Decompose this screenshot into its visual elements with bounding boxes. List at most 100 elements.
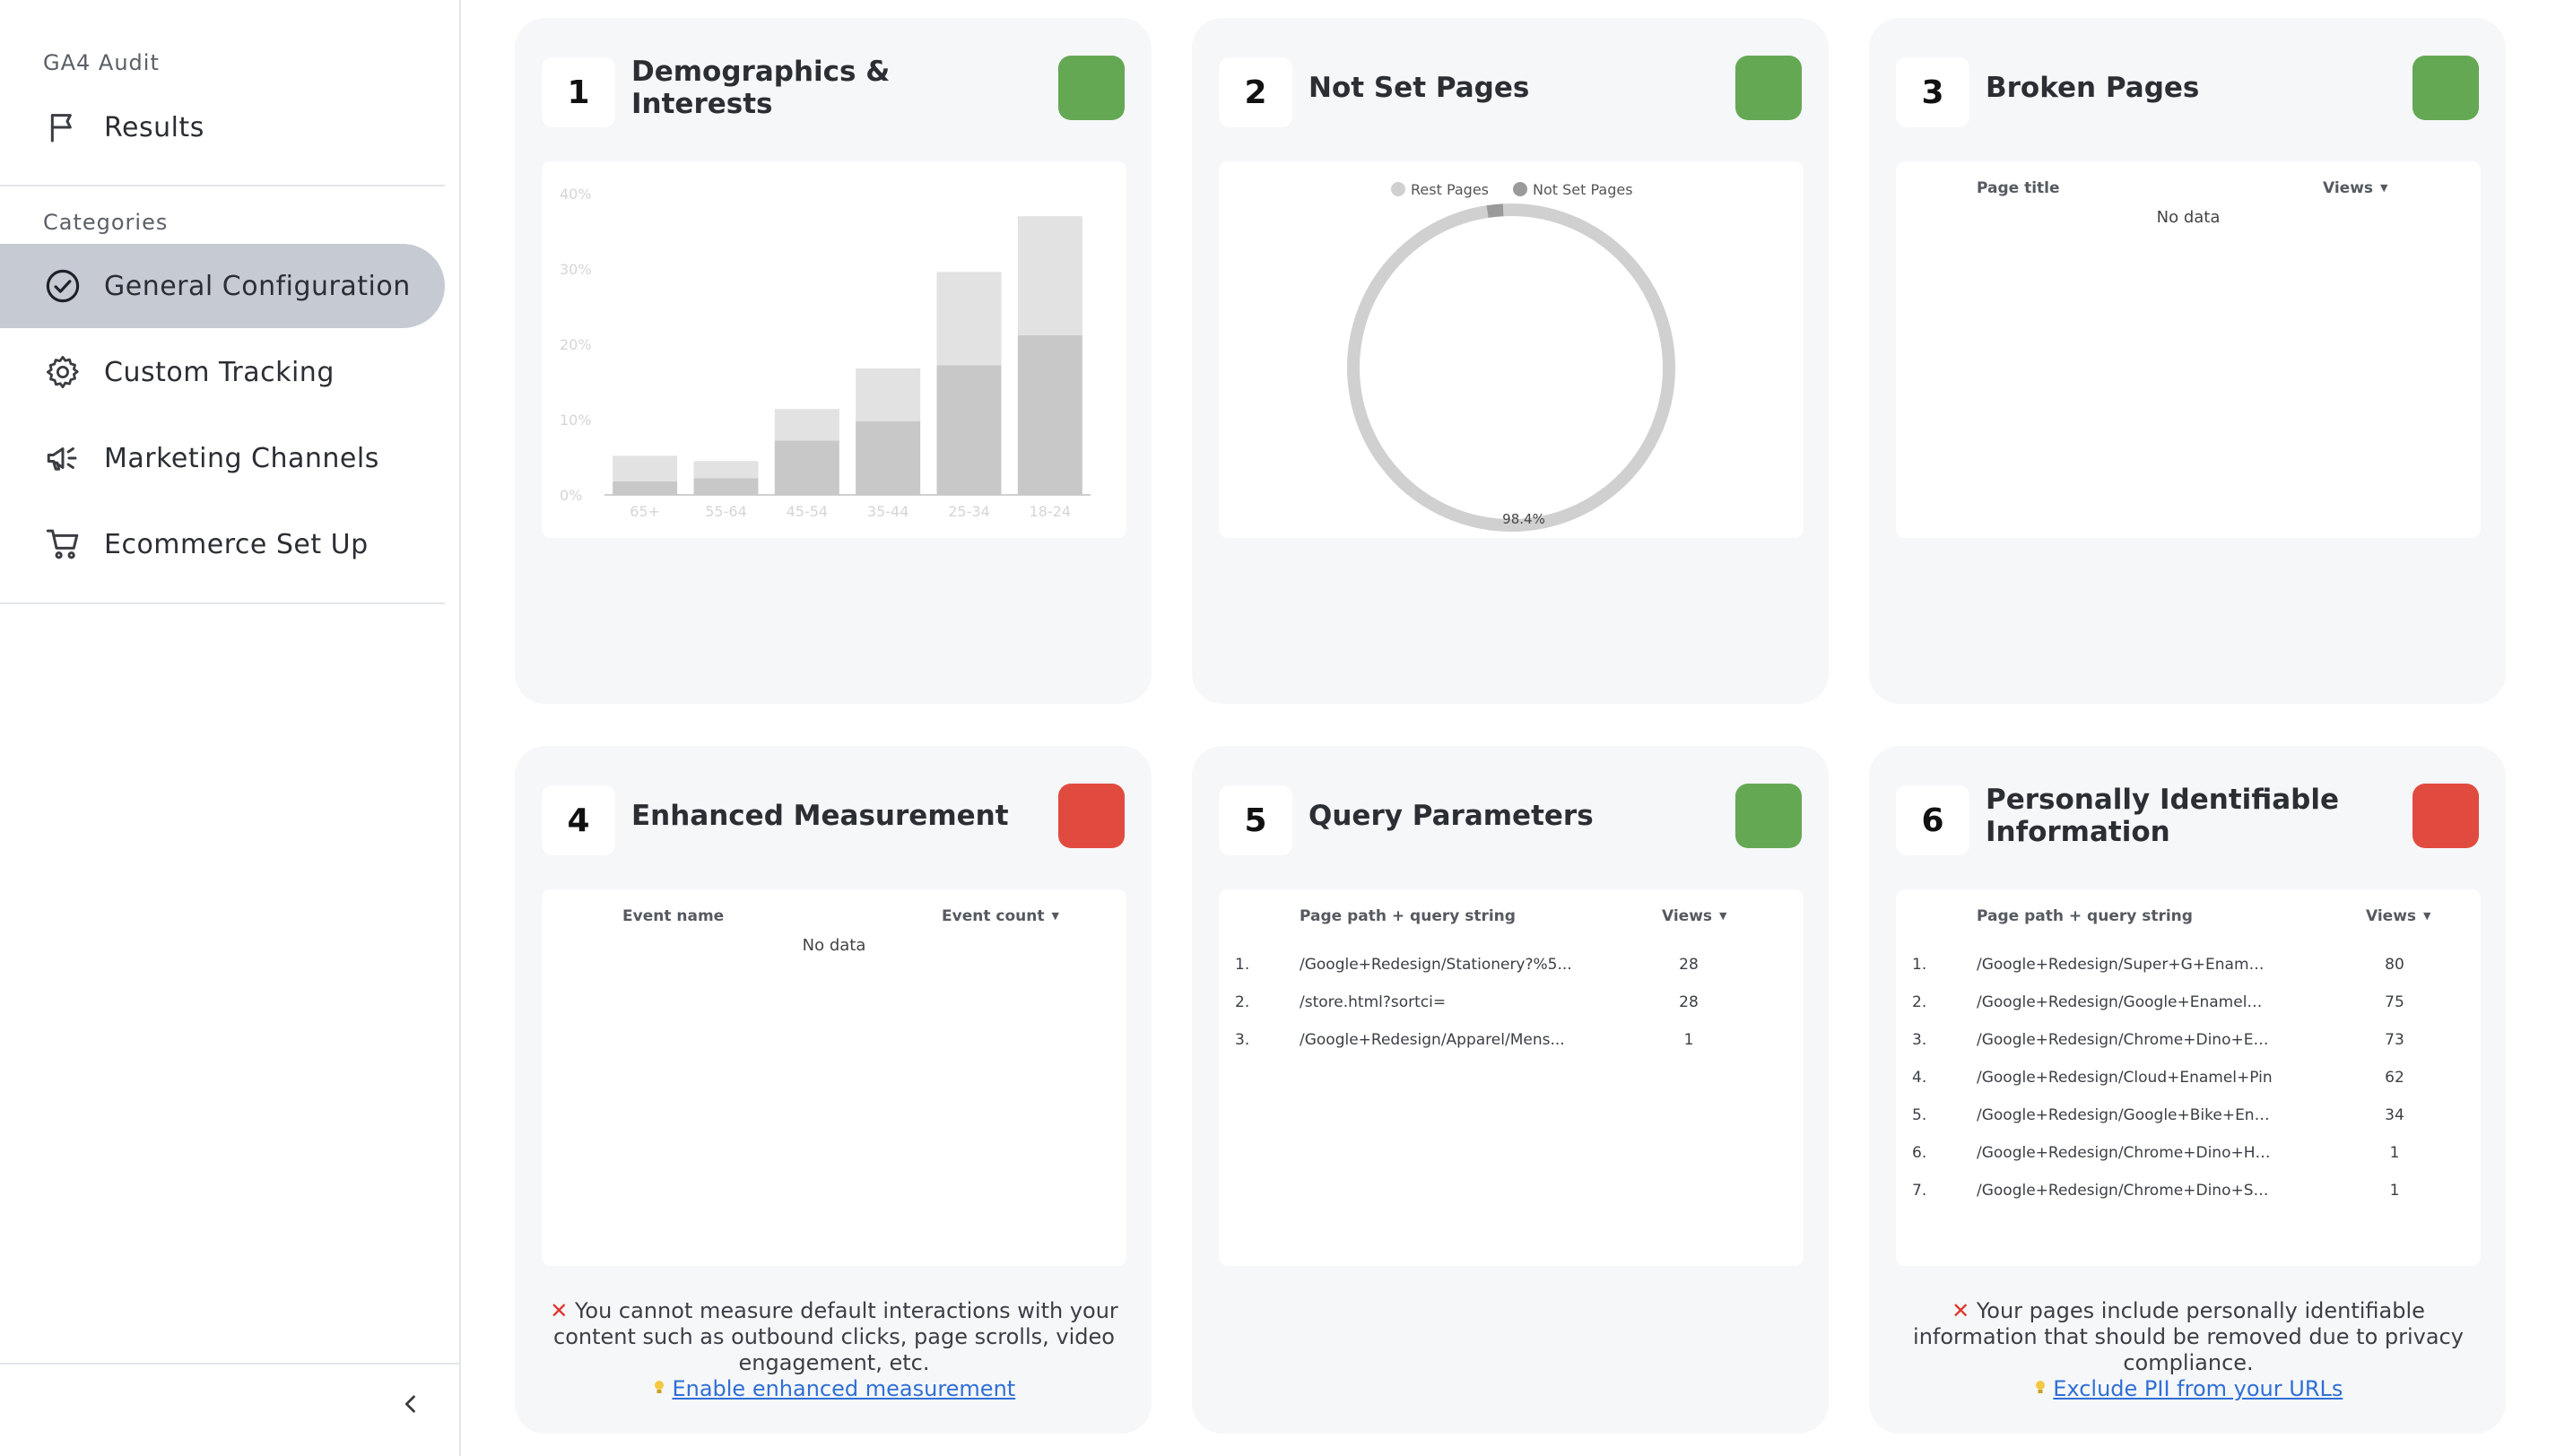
table-row[interactable]: 3. /Google+Redesign/Apparel/Mens... 1 (1219, 1020, 1804, 1058)
table-row[interactable]: 1. /Google+Redesign/Stationery?%5... 28 (1219, 945, 1804, 983)
sort-caret-icon: ▼ (1719, 910, 1727, 922)
bar-segment-lower (936, 365, 1002, 495)
not-set-chart-panel: Rest Pages Not Set Pages 98.4% (1219, 161, 1804, 538)
row-views: 75 (2385, 993, 2404, 1011)
row-page-path: /Google+Redesign/Google+Enamel+Pin (1977, 993, 2273, 1011)
status-badge (1058, 56, 1125, 120)
demographics-chart-panel: 0% 10% 20% 30% 40% 65+ 55-64 45-54 35-44 25-34 18-… (542, 161, 1126, 538)
warning-note: ✕ Your pages include personally identifi… (1896, 1298, 2481, 1402)
broken-pages-table: Page title Views ▼ No data (1896, 161, 2481, 538)
sort-caret-icon: ▼ (2423, 910, 2431, 922)
table-row[interactable]: 1. /Google+Redesign/Super+G+Enamel+Pin 80 (1896, 945, 2481, 983)
row-index: 1. (1912, 956, 1927, 974)
column-header-page-path[interactable]: Page path + query string (1300, 907, 1516, 925)
column-header-page-title[interactable]: Page title (1977, 179, 2060, 197)
table-row[interactable]: 5. /Google+Redesign/Google+Bike+Enamel...… (1896, 1096, 2481, 1133)
sidebar-item-marketing-channels[interactable]: Marketing Channels (0, 416, 445, 500)
card-title: Query Parameters (1308, 800, 1594, 832)
row-index: 7. (1912, 1182, 1927, 1200)
status-badge (1735, 56, 1802, 120)
row-page-path: /Google+Redesign/Cloud+Enamel+Pin (1977, 1069, 2273, 1087)
table-row[interactable]: 7. /Google+Redesign/Chrome+Dino+Skiing...… (1896, 1171, 2481, 1209)
row-views: 1 (2389, 1144, 2400, 1162)
card-broken-pages: 3 Broken Pages Page title Views ▼ No data (1869, 18, 2506, 704)
legend-marker (1391, 182, 1405, 196)
error-x-icon: ✕ (1952, 1298, 1970, 1323)
card-title: Broken Pages (1986, 72, 2200, 104)
column-header-views[interactable]: Views ▼ (2323, 179, 2388, 197)
y-tick-label: 30% (560, 261, 592, 278)
column-header-views[interactable]: Views ▼ (2366, 907, 2431, 925)
row-index: 2. (1235, 993, 1250, 1011)
donut-slice-rest (1347, 204, 1675, 532)
card-not-set-pages: 2 Not Set Pages Rest Pages Not Set Pages 9… (1192, 18, 1829, 704)
warning-note: ✕ You cannot measure default interaction… (542, 1298, 1126, 1402)
bar-segment-lower (1017, 334, 1082, 495)
sidebar-item-ecommerce-set-up[interactable]: Ecommerce Set Up (0, 502, 445, 586)
bar-segment-upper (613, 455, 678, 481)
table-row[interactable]: 4. /Google+Redesign/Cloud+Enamel+Pin 62 (1896, 1058, 2481, 1096)
table-row[interactable]: 3. /Google+Redesign/Chrome+Dino+Enam... 73 (1896, 1020, 2481, 1058)
row-index: 3. (1235, 1031, 1250, 1049)
sidebar-item-label: Custom Tracking (104, 356, 335, 388)
sidebar-item-label: General Configuration (104, 270, 411, 302)
column-header-label: Event count (942, 907, 1045, 925)
bar-segment-lower (693, 478, 759, 495)
row-page-path: /Google+Redesign/Google+Bike+Enamel... (1977, 1106, 2273, 1124)
row-page-path: /Google+Redesign/Chrome+Dino+Enam... (1977, 1031, 2273, 1049)
sidebar-item-general-configuration[interactable]: General Configuration (0, 244, 445, 328)
row-page-path: /Google+Redesign/Chrome+Dino+Skiing... (1977, 1182, 2273, 1200)
collapse-sidebar-button[interactable] (393, 1388, 429, 1424)
row-page-path: /Google+Redesign/Super+G+Enamel+Pin (1977, 956, 2273, 974)
sort-caret-icon: ▼ (2380, 182, 2388, 194)
y-tick-label: 10% (560, 412, 592, 429)
table-row[interactable]: 6. /Google+Redesign/Chrome+Dino+Hit+th...… (1896, 1133, 2481, 1171)
x-tick-label: 45-54 (787, 503, 829, 520)
bar-segment-lower (856, 420, 921, 495)
x-tick-label: 18-24 (1030, 503, 1072, 520)
flag-icon (43, 108, 83, 147)
sidebar-item-custom-tracking[interactable]: Custom Tracking (0, 330, 445, 414)
row-index: 1. (1235, 956, 1250, 974)
pii-table: Page path + query string Views ▼ 1. /Googl… (1896, 889, 2481, 1266)
enable-enhanced-measurement-link[interactable]: Enable enhanced measurement (672, 1376, 1016, 1401)
row-page-path: /Google+Redesign/Stationery?%5... (1300, 956, 1572, 974)
row-page-path: /Google+Redesign/Apparel/Mens... (1300, 1031, 1565, 1049)
row-views: 1 (2389, 1182, 2400, 1200)
card-number: 1 (542, 57, 615, 127)
donut-value-label: 98.4% (1502, 511, 1545, 527)
query-parameters-table: Page path + query string Views ▼ 1. /Googl… (1219, 889, 1804, 1266)
card-number: 4 (542, 785, 615, 855)
sidebar-item-label: Ecommerce Set Up (104, 528, 369, 560)
column-header-event-count[interactable]: Event count ▼ (942, 907, 1059, 925)
card-title: Personally Identifiable Information (1986, 784, 2340, 848)
card-number: 2 (1219, 57, 1292, 127)
column-header-views[interactable]: Views ▼ (1662, 907, 1727, 925)
status-badge (1058, 784, 1125, 848)
status-badge (2413, 784, 2479, 848)
categories-label: Categories (43, 210, 169, 235)
row-views: 1 (1683, 1031, 1694, 1049)
table-row[interactable]: 2. /Google+Redesign/Google+Enamel+Pin 75 (1896, 983, 2481, 1020)
not-set-donut-chart: Rest Pages Not Set Pages 98.4% (1347, 181, 1675, 532)
row-page-path: /store.html?sortci= (1300, 993, 1447, 1011)
empty-state: No data (2156, 208, 2221, 227)
bar-segment-upper (936, 272, 1002, 366)
legend-marker (1513, 182, 1527, 196)
row-views: 62 (2385, 1069, 2404, 1087)
row-views: 73 (2385, 1031, 2404, 1049)
lightbulb-icon (653, 1376, 665, 1393)
column-header-event-name[interactable]: Event name (622, 907, 725, 925)
megaphone-icon (43, 438, 83, 478)
column-header-page-path[interactable]: Page path + query string (1977, 907, 2193, 925)
x-tick-label: 25-34 (948, 503, 990, 520)
y-tick-label: 0% (560, 487, 582, 504)
sidebar-item-results[interactable]: Results (0, 85, 445, 169)
table-row[interactable]: 2. /store.html?sortci= 28 (1219, 983, 1804, 1020)
status-badge (1735, 784, 1802, 848)
legend-label: Rest Pages (1411, 181, 1489, 198)
exclude-pii-link[interactable]: Exclude PII from your URLs (2053, 1376, 2343, 1401)
row-page-path: /Google+Redesign/Chrome+Dino+Hit+th... (1977, 1144, 2273, 1162)
demographics-bar-chart: 0% 10% 20% 30% 40% 65+ 55-64 45-54 35-44 25-34 18-… (560, 186, 1091, 520)
